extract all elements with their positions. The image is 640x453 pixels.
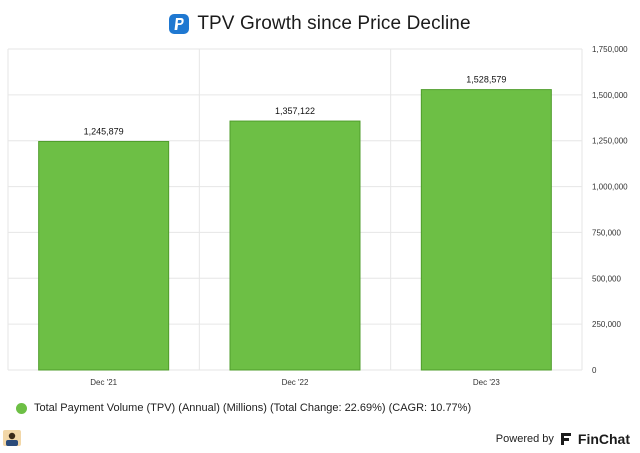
x-tick-label: Dec '23 <box>473 378 500 387</box>
y-tick-label: 1,500,000 <box>592 91 628 100</box>
data-label: 1,245,879 <box>84 126 124 136</box>
finchat-logo-icon <box>560 433 571 445</box>
y-tick-label: 0 <box>592 366 597 375</box>
bar <box>420 89 552 371</box>
bar <box>38 140 170 371</box>
y-axis-ticks: 0 250,000 500,000 750,000 1,000,000 1,250,000… <box>592 45 628 375</box>
powered-by-label: Powered by <box>495 433 554 445</box>
user-avatar-icon <box>3 430 21 446</box>
y-tick-label: 1,000,000 <box>592 183 628 192</box>
finchat-brand[interactable]: FinChat <box>577 431 630 447</box>
chart-title: TPV Growth since Price Decline <box>197 13 471 34</box>
y-tick-label: 250,000 <box>592 320 621 329</box>
y-tick-label: 750,000 <box>592 228 621 237</box>
data-label: 1,528,579 <box>466 75 506 85</box>
bar <box>229 120 361 371</box>
bars <box>38 89 552 371</box>
legend[interactable]: Total Payment Volume (TPV) (Annual) (Mil… <box>16 402 471 414</box>
footer: Powered by FinChat <box>496 431 630 447</box>
y-tick-label: 1,750,000 <box>592 45 628 54</box>
x-axis-ticks: Dec '21 Dec '22 Dec '23 <box>90 378 500 387</box>
y-tick-label: 500,000 <box>592 274 621 283</box>
legend-swatch <box>16 402 27 414</box>
paypal-logo-icon <box>169 14 190 34</box>
chart-header: TPV Growth since Price Decline <box>0 10 640 38</box>
y-tick-label: 1,250,000 <box>592 137 628 146</box>
x-tick-label: Dec '22 <box>282 378 309 387</box>
data-labels: 1,245,879 1,357,122 1,528,579 <box>84 75 507 137</box>
legend-label: Total Payment Volume (TPV) (Annual) (Mil… <box>34 402 472 414</box>
x-tick-label: Dec '21 <box>90 378 117 387</box>
data-label: 1,357,122 <box>275 106 315 116</box>
